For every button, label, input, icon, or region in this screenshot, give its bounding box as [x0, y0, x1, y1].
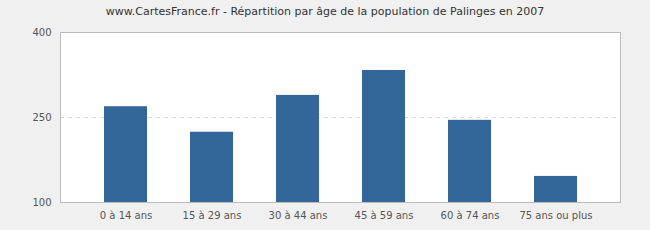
- svg-text:250: 250: [32, 112, 51, 123]
- svg-text:400: 400: [32, 27, 51, 38]
- svg-text:60 à 74 ans: 60 à 74 ans: [441, 210, 500, 221]
- html-text:www.CartesFrance.fr - Répartit: www.CartesFrance.fr - Répartition par âg…: [105, 5, 545, 18]
- svg-text:75 ans ou plus: 75 ans ou plus: [519, 210, 592, 221]
- svg-text:15 à 29 ans: 15 à 29 ans: [183, 210, 242, 221]
- svg-text:0 à 14 ans: 0 à 14 ans: [100, 210, 152, 221]
- svg-text:45 à 59 ans: 45 à 59 ans: [355, 210, 414, 221]
- svg-text:100: 100: [32, 197, 51, 208]
- svg-text:30 à 44 ans: 30 à 44 ans: [269, 210, 328, 221]
